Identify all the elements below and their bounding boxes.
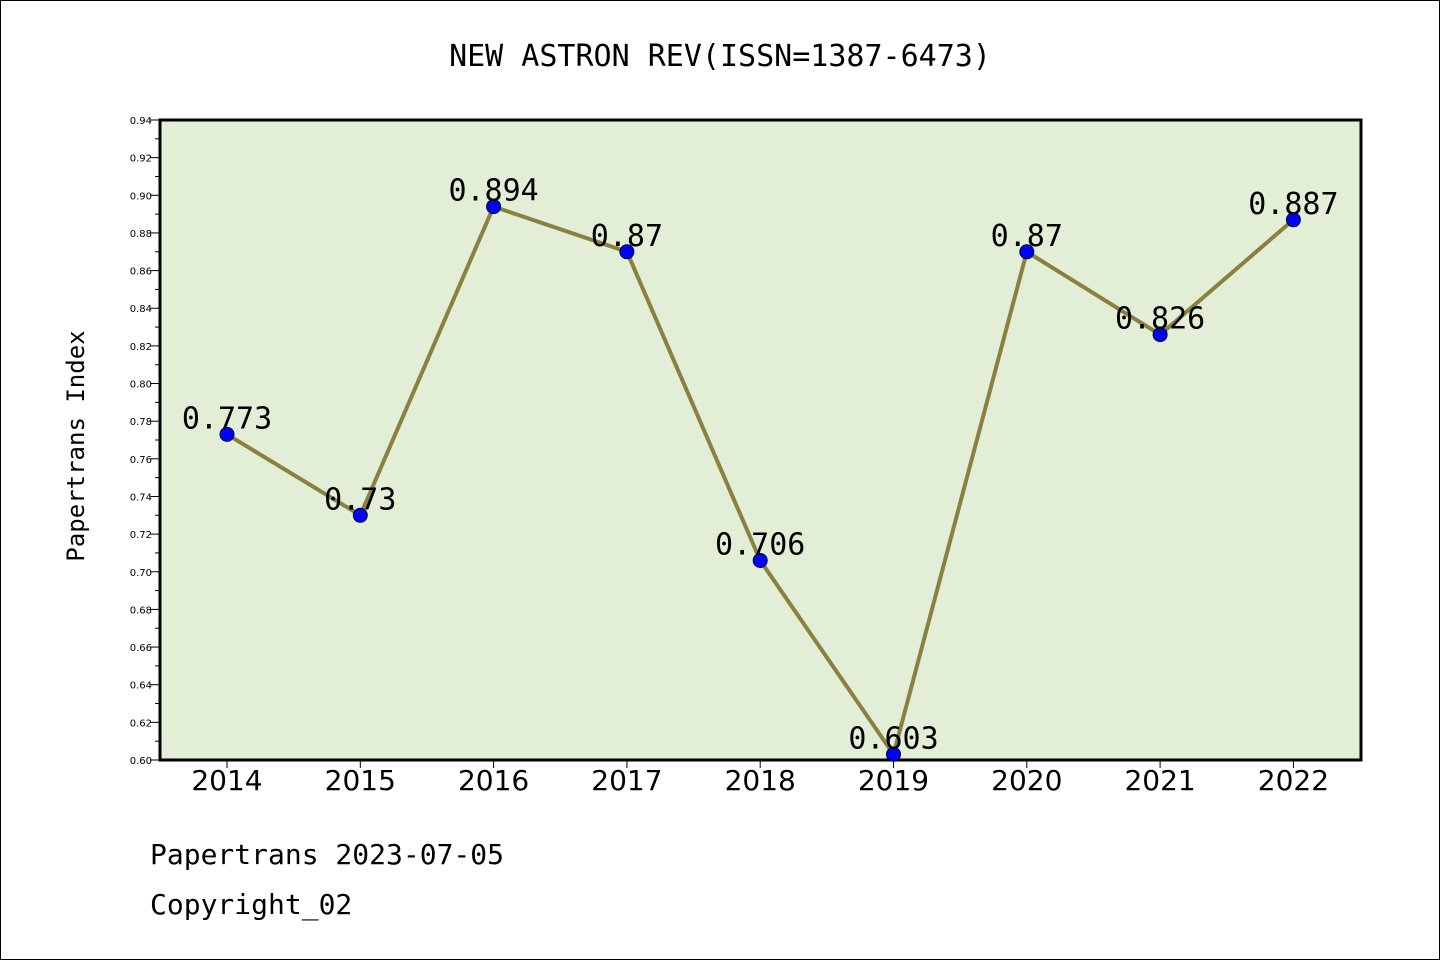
data-label: 0.87: [591, 219, 663, 254]
y-tick-label: 0.68: [130, 605, 152, 616]
data-label: 0.73: [324, 482, 396, 517]
data-point: [619, 244, 635, 260]
y-tick-label: 0.60: [130, 756, 152, 767]
x-tick-label: 2014: [191, 764, 262, 797]
data-label: 0.894: [448, 174, 538, 209]
y-tick-label: 0.84: [130, 304, 152, 315]
y-tick-label: 0.64: [130, 681, 152, 692]
footer-copyright: Copyright_02: [150, 888, 352, 922]
x-tick-label: 2015: [325, 764, 396, 797]
y-axis: 0.60 0.62 0.64 0.66 0.68 0.70 0.72 0.74 0.76 0.78…: [130, 116, 160, 767]
data-point: [1019, 244, 1035, 260]
data-label: 0.706: [715, 527, 805, 562]
data-point: [1152, 327, 1168, 343]
y-tick-label: 0.94: [130, 116, 152, 127]
y-tick-label: 0.62: [130, 718, 152, 729]
y-tick-label: 0.88: [130, 229, 152, 240]
data-point: [352, 507, 368, 523]
y-tick-label: 0.78: [130, 417, 152, 428]
x-tick-label: 2019: [858, 764, 929, 797]
footer-date: Papertrans 2023-07-05: [150, 838, 504, 871]
data-label: 0.87: [991, 219, 1063, 254]
data-point: [752, 552, 768, 568]
y-tick-label: 0.86: [130, 267, 152, 278]
y-tick-label: 0.80: [130, 380, 152, 391]
y-tick-label: 0.92: [130, 154, 152, 165]
series-markers: [219, 199, 1301, 762]
data-labels: 0.773 0.73 0.894 0.87 0.706 0.603 0.87 0.826 0.8…: [182, 174, 1339, 757]
data-point: [486, 199, 502, 215]
data-label: 0.603: [848, 721, 938, 756]
y-tick-label: 0.74: [130, 492, 152, 503]
y-tick-label: 0.76: [130, 455, 152, 466]
data-label: 0.887: [1248, 187, 1338, 222]
data-point: [219, 426, 235, 442]
data-point: [886, 746, 901, 762]
x-tick-label: 2020: [991, 764, 1062, 797]
x-tick-label: 2017: [591, 764, 662, 797]
chart-title: NEW ASTRON REV(ISSN=1387-6473): [449, 39, 991, 74]
y-tick-label: 0.82: [130, 342, 152, 353]
x-tick-label: 2021: [1124, 764, 1195, 797]
y-tick-label: 0.70: [130, 568, 152, 579]
x-tick-label: 2018: [725, 764, 796, 797]
y-tick-label: 0.72: [130, 530, 152, 541]
plot-area: [158, 118, 1363, 762]
x-tick-label: 2022: [1258, 764, 1329, 797]
y-tick-label: 0.66: [130, 643, 152, 654]
y-tick-label: 0.90: [130, 191, 152, 202]
x-axis: 2014 2015 2016 2017 2018 2019 2020 2021 2022: [191, 760, 1329, 797]
x-tick-label: 2016: [458, 764, 529, 797]
data-label: 0.773: [182, 401, 272, 436]
data-point: [1285, 212, 1301, 228]
data-label: 0.826: [1115, 302, 1205, 337]
y-axis-label: Papertrans Index: [62, 330, 90, 561]
